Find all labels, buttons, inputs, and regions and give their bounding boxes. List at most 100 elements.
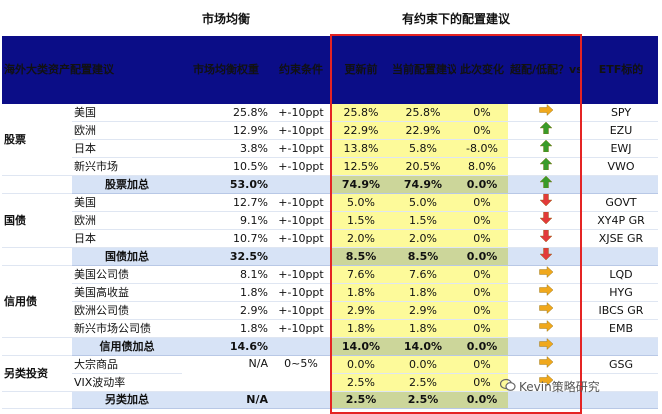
table-row: 欧洲 9.1% +-10ppt 1.5% 1.5% 0% XY4P GR [2, 211, 658, 230]
current-value: 0.0% [390, 355, 456, 374]
total-change: 0.0% [456, 175, 508, 194]
change-value: 8.0% [456, 157, 508, 176]
total-change: 0.0% [456, 337, 508, 356]
arrow-right-icon [539, 284, 554, 301]
total-etf [584, 391, 658, 409]
arrow-right-icon [539, 338, 554, 355]
watermark-text: Kevin策略研究 [519, 380, 600, 394]
table-row: 新兴市场 10.5% +-10ppt 12.5% 20.5% 8.0% VWO [2, 157, 658, 176]
constraint: +-10ppt [270, 211, 332, 230]
before-update-value: 13.8% [332, 139, 390, 158]
before-update-value: 25.8% [332, 104, 390, 122]
recommendation-arrow-cell [508, 265, 584, 284]
change-value: 0% [456, 355, 508, 374]
asset-name: 美国高收益 [72, 283, 182, 302]
total-label: 股票加总 [72, 175, 182, 194]
etf-ticker: GOVT [584, 193, 658, 212]
constraint: +-10ppt [270, 265, 332, 284]
total-spacer [2, 175, 72, 194]
arrow-right-icon [539, 302, 554, 319]
etf-ticker: HYG [584, 283, 658, 302]
total-label: 信用债加总 [72, 337, 182, 356]
arrow-up-icon [539, 121, 553, 139]
recommendation-arrow-cell [508, 139, 584, 158]
recommendation-arrow-cell [508, 355, 584, 374]
change-value: 0% [456, 229, 508, 248]
etf-ticker: SPY [584, 104, 658, 122]
arrow-down-icon [539, 247, 553, 265]
total-spacer [2, 391, 72, 409]
change-value: 0% [456, 319, 508, 338]
etf-ticker: IBCS GR [584, 301, 658, 320]
header-etf: ETF标的 [584, 36, 658, 104]
before-update-value: 5.0% [332, 193, 390, 212]
current-value: 2.0% [390, 229, 456, 248]
recommendation-arrow-cell [508, 229, 584, 248]
before-update-value: 2.0% [332, 229, 390, 248]
asset-name: 美国 [72, 193, 182, 212]
change-value: 0% [456, 301, 508, 320]
market-weight: 10.7% [182, 229, 270, 248]
constrained-recommendation-label: 有约束下的配置建议 [401, 12, 510, 26]
total-current: 2.5% [390, 391, 456, 409]
total-row: 另类加总 N/A 2.5% 2.5% 0.0% [2, 391, 658, 409]
market-equilibrium-label: 市场均衡 [201, 12, 250, 26]
group-label: 另类投资 [2, 355, 72, 392]
table-row: 股票 美国 25.8% +-10ppt 25.8% 25.8% 0% SPY [2, 104, 658, 176]
before-update-value: 22.9% [332, 121, 390, 140]
before-update-value: 1.8% [332, 283, 390, 302]
arrow-up-icon [539, 175, 553, 193]
recommendation-arrow-cell [508, 211, 584, 230]
total-constraint [270, 391, 332, 409]
wechat-icon [499, 378, 516, 397]
arrow-up-icon [539, 157, 553, 175]
table-row: 日本 3.8% +-10ppt 13.8% 5.8% -8.0% EWJ [2, 139, 658, 158]
asset-name: 美国公司债 [72, 265, 182, 284]
constraint: +-10ppt [270, 121, 332, 140]
group-label: 信用债 [2, 265, 72, 338]
constraint: +-10ppt [270, 301, 332, 320]
market-weight: 9.1% [182, 211, 270, 230]
total-constraint [270, 175, 332, 194]
group-label: 股票 [2, 104, 72, 176]
arrow-down-icon [539, 193, 553, 211]
before-update-value: 0.0% [332, 355, 390, 374]
asset-name: 欧洲 [72, 121, 182, 140]
before-update-value: 1.8% [332, 319, 390, 338]
table-row: 欧洲公司债 2.9% +-10ppt 2.9% 2.9% 0% IBCS GR [2, 301, 658, 320]
constraint: +-10ppt [270, 229, 332, 248]
market-weight: 1.8% [182, 283, 270, 302]
arrow-right-icon [539, 104, 554, 121]
before-update-value: 7.6% [332, 265, 390, 284]
arrow-right-icon [539, 356, 554, 373]
recommendation-arrow-cell [508, 193, 584, 212]
watermark: Kevin策略研究 [499, 378, 600, 397]
current-value: 7.6% [390, 265, 456, 284]
total-row: 国债加总 32.5% 8.5% 8.5% 0.0% [2, 247, 658, 266]
current-value: 22.9% [390, 121, 456, 140]
table-row: 美国高收益 1.8% +-10ppt 1.8% 1.8% 0% HYG [2, 283, 658, 302]
current-value: 25.8% [390, 104, 456, 122]
current-value: 1.5% [390, 211, 456, 230]
etf-ticker: LQD [584, 265, 658, 284]
header-constraint: 约束条件 [270, 36, 332, 104]
total-label: 国债加总 [72, 247, 182, 266]
market-weight: N/A [182, 355, 270, 392]
total-before: 14.0% [332, 337, 390, 356]
before-update-value: 1.5% [332, 211, 390, 230]
total-current: 14.0% [390, 337, 456, 356]
total-market-weight: 32.5% [182, 247, 270, 266]
asset-name: 欧洲 [72, 211, 182, 230]
current-value: 20.5% [390, 157, 456, 176]
table-row: 新兴市场公司债 1.8% +-10ppt 1.8% 1.8% 0% EMB [2, 319, 658, 338]
current-value: 5.0% [390, 193, 456, 212]
change-value: 0% [456, 121, 508, 140]
market-weight: 25.8% [182, 104, 270, 122]
total-row: 信用债加总 14.6% 14.0% 14.0% 0.0% [2, 337, 658, 356]
etf-ticker: GSG [584, 355, 658, 374]
recommendation-arrow-cell [508, 104, 584, 122]
recommendation-arrow-cell [508, 121, 584, 140]
total-etf [584, 175, 658, 194]
total-market-weight: 53.0% [182, 175, 270, 194]
